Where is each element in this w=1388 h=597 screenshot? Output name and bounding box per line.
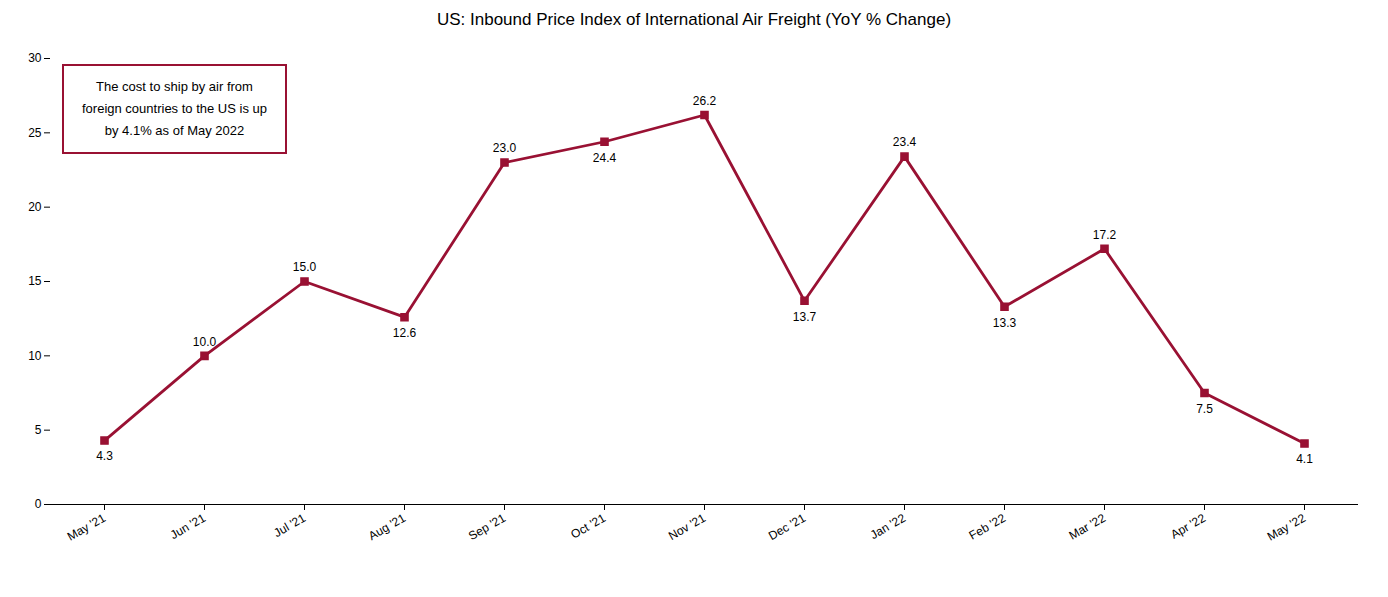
svg-text:24.4: 24.4 xyxy=(593,151,617,165)
svg-text:15.0: 15.0 xyxy=(293,260,317,274)
svg-text:May '22: May '22 xyxy=(1265,511,1308,544)
svg-text:Jan '22: Jan '22 xyxy=(868,511,908,542)
html-text:by 4.1% as of May 2022: by 4.1% as of May 2022 xyxy=(104,123,245,139)
svg-text:15: 15 xyxy=(28,274,42,288)
svg-text:4.3: 4.3 xyxy=(96,449,113,463)
svg-text:10: 10 xyxy=(28,349,42,363)
svg-text:25: 25 xyxy=(28,126,42,140)
svg-text:17.2: 17.2 xyxy=(1093,228,1117,242)
svg-text:Dec '21: Dec '21 xyxy=(766,511,808,543)
svg-text:13.3: 13.3 xyxy=(993,316,1017,330)
svg-text:30: 30 xyxy=(28,51,42,65)
svg-text:Nov '21: Nov '21 xyxy=(666,511,708,543)
svg-text:7.5: 7.5 xyxy=(1196,402,1213,416)
svg-text:12.6: 12.6 xyxy=(393,326,417,340)
svg-text:4.1: 4.1 xyxy=(1296,452,1313,466)
svg-text:23.0: 23.0 xyxy=(493,141,517,155)
svg-text:Mar '22: Mar '22 xyxy=(1067,511,1109,543)
svg-text:Sep '21: Sep '21 xyxy=(466,511,508,543)
svg-text:Jul '21: Jul '21 xyxy=(271,511,308,540)
svg-text:Feb '22: Feb '22 xyxy=(967,511,1009,543)
html-text:The cost to ship by air from: The cost to ship by air from xyxy=(96,79,253,94)
html-text:foreign countries to the US is: foreign countries to the US is up xyxy=(82,101,267,117)
html-text:US: Inbound Price Index of Int: US: Inbound Price Index of International… xyxy=(437,10,951,29)
svg-text:Oct '21: Oct '21 xyxy=(568,511,608,542)
svg-text:Apr '22: Apr '22 xyxy=(1168,511,1208,542)
svg-text:23.4: 23.4 xyxy=(893,135,917,149)
svg-text:13.7: 13.7 xyxy=(793,310,817,324)
svg-text:0: 0 xyxy=(35,497,42,511)
svg-text:20: 20 xyxy=(28,200,42,214)
svg-text:5: 5 xyxy=(35,423,42,437)
svg-text:26.2: 26.2 xyxy=(693,94,717,108)
svg-text:Aug '21: Aug '21 xyxy=(366,511,408,543)
svg-text:10.0: 10.0 xyxy=(193,335,217,349)
svg-text:Jun '21: Jun '21 xyxy=(168,511,208,542)
svg-text:May '21: May '21 xyxy=(65,511,108,544)
